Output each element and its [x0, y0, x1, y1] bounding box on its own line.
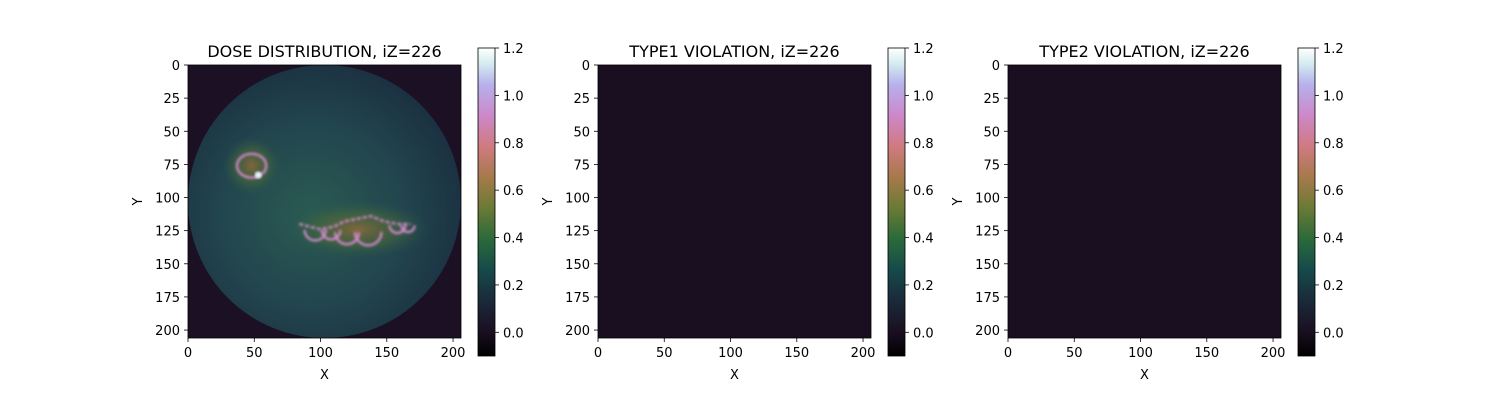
x-tick-label: 50 — [1066, 346, 1083, 361]
y-axis-label: Y — [951, 197, 966, 206]
y-tick-label: 75 — [163, 158, 180, 173]
y-tick-label: 175 — [975, 291, 1000, 306]
axes-frame — [187, 64, 462, 339]
y-tick-label: 150 — [155, 258, 180, 273]
y-tick-label: 25 — [573, 92, 590, 107]
x-tick-label: 200 — [441, 346, 466, 361]
heatmap-image — [188, 65, 461, 338]
colorbar-tick-label: 0.8 — [913, 137, 934, 152]
y-tick-label: 25 — [163, 92, 180, 107]
panel-title: TYPE1 VIOLATION, iZ=226 — [628, 42, 839, 61]
x-tick-label: 0 — [184, 346, 192, 361]
y-tick-label: 125 — [975, 225, 1000, 240]
panel-2: TYPE1 VIOLATION, iZ=226 0 50 100 150 200 0 25 50… — [541, 42, 934, 383]
colorbar-tick-label: 0.6 — [503, 184, 524, 199]
colorbar-tick-label: 1.0 — [503, 89, 524, 104]
contour-group — [235, 152, 416, 247]
arc-contour — [388, 224, 407, 235]
y-tick-label: 150 — [975, 258, 1000, 273]
hot-spot — [254, 171, 262, 179]
colorbar — [887, 47, 906, 357]
x-tick-label: 100 — [1128, 346, 1153, 361]
x-axis-label: X — [320, 368, 329, 383]
colorbar-tick-label: 0.0 — [503, 326, 524, 341]
axes-frame — [1007, 64, 1282, 339]
arc-contour — [334, 232, 361, 246]
x-tick-label: 50 — [246, 346, 263, 361]
arc-contour — [320, 230, 342, 241]
arc-contour — [353, 231, 383, 247]
x-tick-label: 200 — [851, 346, 876, 361]
y-tick-label: 100 — [565, 192, 590, 207]
colorbar-tick-label: 1.2 — [1323, 42, 1344, 57]
colorbar-tick-label: 0.0 — [1323, 326, 1344, 341]
colorbar-tick-label: 0.0 — [913, 326, 934, 341]
colorbar-tick-label: 0.4 — [1323, 232, 1344, 247]
panel-title: DOSE DISTRIBUTION, iZ=226 — [207, 42, 441, 61]
y-tick-label: 50 — [983, 125, 1000, 140]
colorbar-tick-label: 1.2 — [503, 42, 524, 57]
y-tick-label: 175 — [155, 291, 180, 306]
y-tick-label: 25 — [983, 92, 1000, 107]
y-tick-label: 75 — [573, 158, 590, 173]
y-tick-label: 100 — [975, 192, 1000, 207]
arc-contour — [303, 229, 327, 242]
colorbar-tick-label: 0.6 — [913, 184, 934, 199]
x-tick-label: 100 — [718, 346, 743, 361]
x-axis-label: X — [730, 368, 739, 383]
colorbar — [477, 47, 496, 357]
x-tick-label: 0 — [1004, 346, 1012, 361]
colorbar-tick-label: 0.4 — [503, 232, 524, 247]
x-tick-label: 150 — [1194, 346, 1219, 361]
colorbar-tick-label: 1.2 — [913, 42, 934, 57]
panel-title: TYPE2 VIOLATION, iZ=226 — [1038, 42, 1249, 61]
colorbar-tick-label: 0.2 — [913, 279, 934, 294]
x-tick-label: 150 — [784, 346, 809, 361]
axes-frame — [597, 64, 872, 339]
y-axis-label: Y — [131, 197, 146, 206]
ring-contour — [235, 152, 268, 179]
colorbar-tick-label: 1.0 — [1323, 89, 1344, 104]
colorbar — [1297, 47, 1316, 357]
x-tick-label: 200 — [1261, 346, 1286, 361]
colorbar-tick-label: 0.2 — [1323, 279, 1344, 294]
x-tick-label: 50 — [656, 346, 673, 361]
y-tick-label: 0 — [582, 59, 590, 74]
colorbar-tick-label: 0.6 — [1323, 184, 1344, 199]
heatmap-background — [598, 65, 871, 338]
y-tick-label: 0 — [172, 59, 180, 74]
y-tick-label: 0 — [992, 59, 1000, 74]
panel-1: DOSE DISTRIBUTION, iZ=226 0 50 100 150 200 0 25… — [131, 42, 524, 383]
y-axis-label: Y — [541, 197, 556, 206]
x-tick-label: 0 — [594, 346, 602, 361]
x-tick-label: 100 — [308, 346, 333, 361]
y-tick-label: 200 — [565, 324, 590, 339]
x-tick-label: 150 — [374, 346, 399, 361]
y-tick-label: 50 — [573, 125, 590, 140]
ring-glow — [222, 136, 281, 195]
y-tick-label: 200 — [155, 324, 180, 339]
arc-contour — [400, 225, 416, 234]
y-tick-label: 125 — [565, 225, 590, 240]
colorbar-tick-label: 0.8 — [1323, 137, 1344, 152]
heatmap-background — [1008, 65, 1281, 338]
x-axis-label: X — [1140, 368, 1149, 383]
colorbar-tick-label: 0.8 — [503, 137, 524, 152]
y-tick-label: 75 — [983, 158, 1000, 173]
panel-3: TYPE2 VIOLATION, iZ=226 0 50 100 150 200 0 25 50… — [951, 42, 1344, 383]
y-tick-label: 50 — [163, 125, 180, 140]
y-tick-label: 125 — [155, 225, 180, 240]
colorbar-tick-label: 0.2 — [503, 279, 524, 294]
y-tick-label: 100 — [155, 192, 180, 207]
y-tick-label: 200 — [975, 324, 1000, 339]
chain-glow — [284, 200, 431, 259]
dose-disc — [188, 65, 461, 338]
y-tick-label: 175 — [565, 291, 590, 306]
colorbar-tick-label: 1.0 — [913, 89, 934, 104]
colorbar-tick-label: 0.4 — [913, 232, 934, 247]
y-tick-label: 150 — [565, 258, 590, 273]
